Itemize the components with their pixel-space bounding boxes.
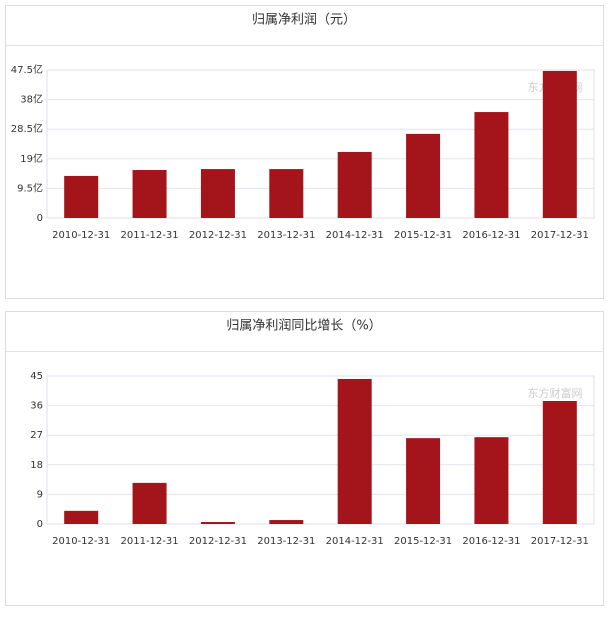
y-tick-label: 0	[37, 213, 43, 224]
x-tick-label: 2010-12-31	[52, 230, 110, 241]
panel	[5, 311, 604, 606]
x-tick-label: 2016-12-31	[462, 536, 520, 547]
x-tick-label: 2015-12-31	[394, 536, 452, 547]
y-tick-label: 18	[30, 460, 43, 471]
x-tick-label: 2014-12-31	[326, 536, 384, 547]
x-tick-label: 2010-12-31	[52, 536, 110, 547]
chart-title: 归属净利润同比增长（%）	[226, 319, 381, 334]
bar	[542, 400, 577, 524]
bar	[200, 169, 235, 218]
y-tick-label: 45	[30, 371, 43, 382]
y-tick-label: 47.5亿	[11, 63, 43, 76]
bar	[474, 437, 509, 524]
x-tick-label: 2016-12-31	[462, 230, 520, 241]
bar	[64, 510, 99, 524]
y-tick-label: 0	[37, 519, 43, 530]
x-tick-label: 2017-12-31	[531, 536, 589, 547]
bar	[64, 175, 99, 218]
bar	[474, 112, 509, 218]
watermark: 东方财富网	[528, 386, 583, 400]
chart-title: 归属净利润（元）	[252, 13, 356, 28]
bar	[337, 151, 372, 218]
y-tick-label: 36	[30, 401, 43, 412]
bar	[337, 378, 372, 524]
bar	[542, 70, 577, 218]
bar	[406, 438, 441, 524]
bar	[200, 522, 235, 524]
x-tick-label: 2015-12-31	[394, 230, 452, 241]
x-tick-label: 2014-12-31	[326, 230, 384, 241]
bar	[269, 520, 304, 524]
y-tick-label: 9	[37, 489, 43, 500]
x-tick-label: 2011-12-31	[121, 536, 179, 547]
panel	[5, 5, 604, 299]
bar	[132, 482, 167, 524]
x-tick-label: 2012-12-31	[189, 230, 247, 241]
y-tick-label: 9.5亿	[17, 181, 43, 194]
x-tick-label: 2013-12-31	[257, 230, 315, 241]
x-tick-label: 2012-12-31	[189, 536, 247, 547]
y-tick-label: 28.5亿	[11, 122, 43, 135]
x-tick-label: 2017-12-31	[531, 230, 589, 241]
bar	[406, 133, 441, 218]
x-tick-label: 2011-12-31	[121, 230, 179, 241]
y-tick-label: 27	[30, 430, 43, 441]
x-tick-label: 2013-12-31	[257, 536, 315, 547]
bar	[269, 169, 304, 218]
y-tick-label: 19亿	[20, 152, 43, 165]
bar	[132, 170, 167, 218]
y-tick-label: 38亿	[20, 93, 43, 106]
